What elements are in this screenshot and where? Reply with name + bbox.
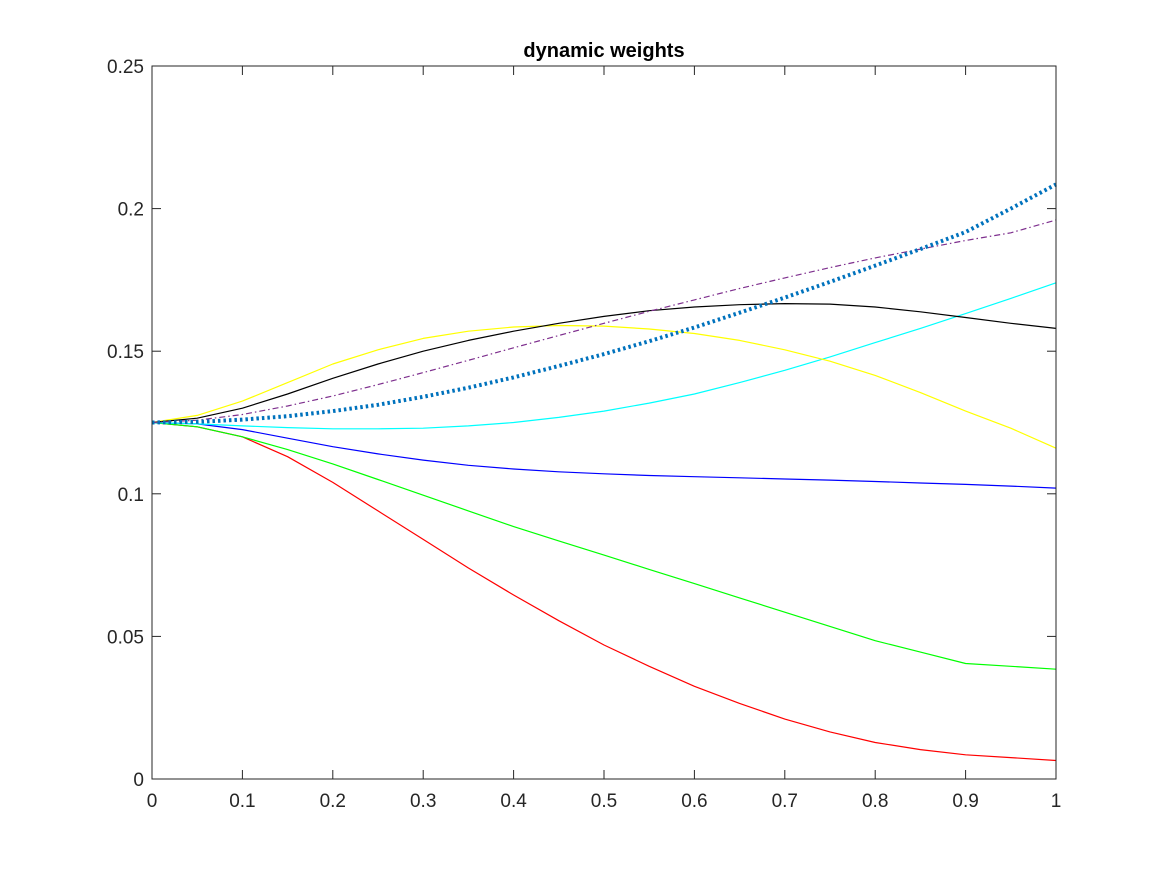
series-line-5 [151, 324, 1057, 449]
plot-area [152, 66, 1056, 779]
x-tick-label: 0.7 [772, 791, 798, 812]
x-tick-label: 0 [147, 791, 158, 812]
series-line-3 [151, 421, 1057, 489]
series-layer [151, 182, 1057, 762]
x-tick-label: 0.2 [320, 791, 346, 812]
chart-title: dynamic weights [523, 40, 684, 62]
x-tick-label: 0.5 [591, 791, 617, 812]
x-tick-label: 0.6 [681, 791, 707, 812]
y-tick-label: 0.1 [118, 485, 144, 506]
series-line-8 [151, 182, 1057, 425]
series-line-4 [151, 282, 1057, 430]
series-line-7 [151, 219, 1057, 424]
axes-layer: 0 0.1 0.2 0.3 0.4 0.5 0.6 0.7 0.8 0.9 1 0 0.05 0.1 0.1… [107, 57, 1061, 812]
x-tick-label: 0.4 [500, 791, 527, 812]
x-tick-label: 0.8 [862, 791, 888, 812]
series-line-6 [151, 303, 1057, 424]
y-tick-label: 0.15 [107, 342, 144, 363]
y-tick-label: 0.05 [107, 627, 144, 648]
x-tick-label: 1 [1051, 791, 1062, 812]
series-line-2 [151, 421, 1057, 670]
x-tick-label: 0.1 [229, 791, 255, 812]
y-tick-label: 0 [133, 770, 144, 791]
y-tick-label: 0.2 [118, 200, 144, 221]
x-tick-label: 0.3 [410, 791, 436, 812]
series-line-1 [151, 421, 1057, 762]
x-tick-label: 0.9 [952, 791, 978, 812]
y-tick-label: 0.25 [107, 57, 144, 78]
